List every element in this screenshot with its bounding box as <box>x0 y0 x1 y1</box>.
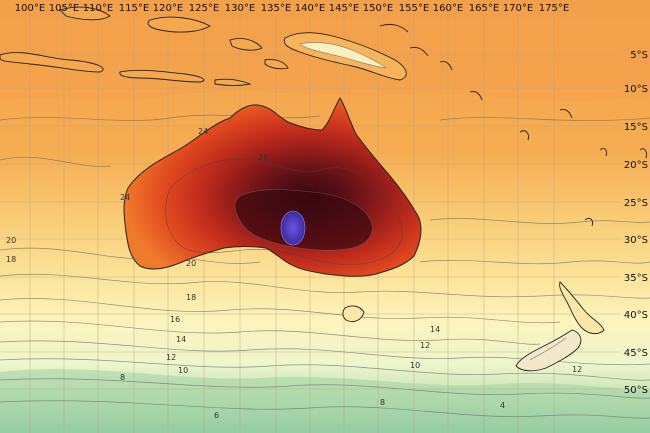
contour-label: 24 <box>198 127 208 136</box>
latitude-label: 40°S <box>624 310 648 321</box>
sea-contours <box>0 114 650 419</box>
contour-label: 12 <box>572 365 582 374</box>
latitude-label: 45°S <box>624 348 648 359</box>
tasmania <box>342 305 365 323</box>
longitude-label: 135°E <box>261 3 291 14</box>
longitude-label: 160°E <box>433 3 463 14</box>
longitude-label: 155°E <box>399 3 429 14</box>
latitude-label: 5°S <box>630 50 648 61</box>
longitude-label: 170°E <box>503 3 533 14</box>
heat-ring-outer <box>165 158 403 265</box>
indonesia-islands <box>0 6 289 86</box>
latitude-label: 35°S <box>624 273 648 284</box>
new-zealand-south <box>515 329 582 372</box>
contour-label: 4 <box>500 401 505 410</box>
longitude-label: 145°E <box>329 3 359 14</box>
contour-label: 10 <box>178 366 188 375</box>
contour-label: 12 <box>166 353 176 362</box>
longitude-label: 150°E <box>363 3 393 14</box>
latitude-labels: 5°S 10°S 15°S 20°S 25°S 30°S 35°S 40°S 45°S 50°S <box>624 50 648 396</box>
contour-label: 26 <box>258 153 268 162</box>
longitude-label: 130°E <box>225 3 255 14</box>
latitude-label: 25°S <box>624 198 648 209</box>
latitude-label: 10°S <box>624 84 648 95</box>
sea-cool-band <box>0 369 650 433</box>
latitude-label: 20°S <box>624 160 648 171</box>
longitude-label: 115°E <box>119 3 149 14</box>
new-guinea-highlands <box>299 42 388 69</box>
contour-label: 8 <box>120 373 125 382</box>
latitude-label: 30°S <box>624 235 648 246</box>
new-zealand-alps <box>529 337 567 361</box>
longitude-label: 110°E <box>83 3 113 14</box>
latitude-label: 50°S <box>624 385 648 396</box>
longitude-labels: 100°E 105°E 110°E 115°E 120°E 125°E 130°E 135°E… <box>15 3 569 14</box>
contour-label: 14 <box>176 335 186 344</box>
contour-label: 10 <box>410 361 420 370</box>
hotspot-purple <box>280 210 306 246</box>
longitude-label: 125°E <box>189 3 219 14</box>
longitude-label: 165°E <box>469 3 499 14</box>
contour-label: 20 <box>186 259 196 268</box>
contour-label: 18 <box>186 293 196 302</box>
contour-label: 18 <box>6 255 16 264</box>
longitude-label: 100°E <box>15 3 45 14</box>
contour-label: 16 <box>170 315 180 324</box>
contour-label: 12 <box>420 341 430 350</box>
latitude-label: 15°S <box>624 122 648 133</box>
contour-label: 8 <box>380 398 385 407</box>
longitude-label: 120°E <box>153 3 183 14</box>
longitude-label: 105°E <box>49 3 79 14</box>
contour-label: 20 <box>6 236 16 245</box>
pacific-islands <box>379 23 647 227</box>
longitude-label: 175°E <box>539 3 569 14</box>
new-zealand-north <box>559 281 605 335</box>
contour-label: 6 <box>214 411 219 420</box>
longitude-label: 140°E <box>295 3 325 14</box>
contour-label: 24 <box>120 193 130 202</box>
contour-label: 14 <box>430 325 440 334</box>
